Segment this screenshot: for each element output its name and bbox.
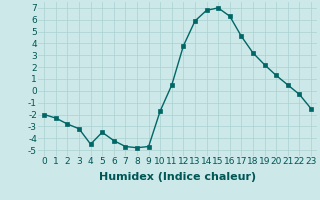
X-axis label: Humidex (Indice chaleur): Humidex (Indice chaleur) — [99, 172, 256, 182]
